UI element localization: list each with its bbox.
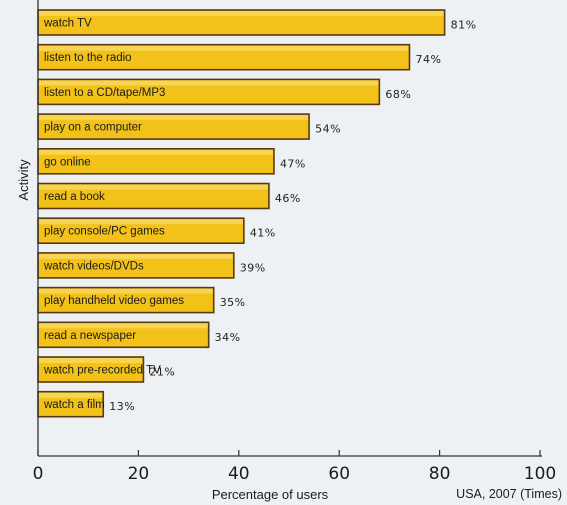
bar-value-label-9: 34% (215, 331, 241, 344)
bar-highlight-10 (39, 358, 143, 363)
x-tick-label-1: 20 (128, 464, 150, 484)
bar-highlight-1 (39, 45, 409, 51)
bar-highlight-9 (39, 323, 208, 329)
bar-category-label-11: watch a film (43, 399, 105, 411)
bar-category-label-0: watch TV (43, 18, 92, 30)
x-tick-label-2: 40 (228, 464, 250, 484)
x-tick-label-3: 60 (328, 464, 350, 484)
bars-group: watch TV 81% listen to the radio 74% listen … (37, 9, 477, 418)
bar-category-label-10: watch pre-recorded TV (43, 365, 161, 377)
bar-category-label-8: play handheld video games (44, 295, 184, 307)
x-tick-label-0: 0 (33, 464, 44, 484)
bar-value-label-6: 41% (250, 227, 276, 240)
bar-value-label-7: 39% (240, 261, 266, 274)
bar-highlight-8 (39, 288, 213, 294)
chart-source: USA, 2007 (Times) (456, 487, 562, 501)
bar-highlight-2 (39, 80, 379, 86)
bar-value-label-5: 46% (275, 192, 301, 205)
bar-highlight-4 (39, 149, 273, 155)
bar-value-label-1: 74% (415, 53, 441, 66)
bar-value-label-8: 35% (220, 296, 246, 309)
bar-highlight-5 (39, 184, 268, 190)
bar-category-label-3: play on a computer (44, 122, 142, 134)
bar-value-label-0: 81% (451, 19, 477, 32)
bar-value-label-4: 47% (280, 157, 306, 170)
bar-highlight-0 (39, 11, 444, 16)
bar-category-label-5: read a book (44, 191, 105, 203)
x-tick-label-5: 100 (524, 464, 556, 484)
bar-value-label-3: 54% (315, 123, 341, 136)
bar-highlight-6 (39, 219, 243, 225)
bar-category-label-7: watch videos/DVDs (43, 260, 144, 272)
bar-highlight-7 (39, 253, 233, 259)
bar-highlight-3 (39, 115, 309, 121)
x-tick-label-4: 80 (429, 464, 451, 484)
x-ticks-group: 0 20 40 60 80 100 (33, 450, 556, 484)
bar-category-label-2: listen to a CD/tape/MP3 (44, 87, 165, 99)
bar-category-label-1: listen to the radio (44, 52, 132, 64)
bar-value-label-10: 21% (149, 366, 175, 379)
bar-highlight-11 (39, 392, 103, 398)
x-axis-title: Percentage of users (212, 487, 329, 502)
bar-category-label-9: read a newspaper (44, 330, 136, 342)
bar-value-label-11: 13% (109, 400, 135, 413)
y-axis-title: Activity (16, 159, 31, 201)
bar-category-label-4: go online (44, 156, 91, 168)
bar-category-label-6: play console/PC games (44, 226, 165, 238)
bar-value-label-2: 68% (385, 88, 411, 101)
